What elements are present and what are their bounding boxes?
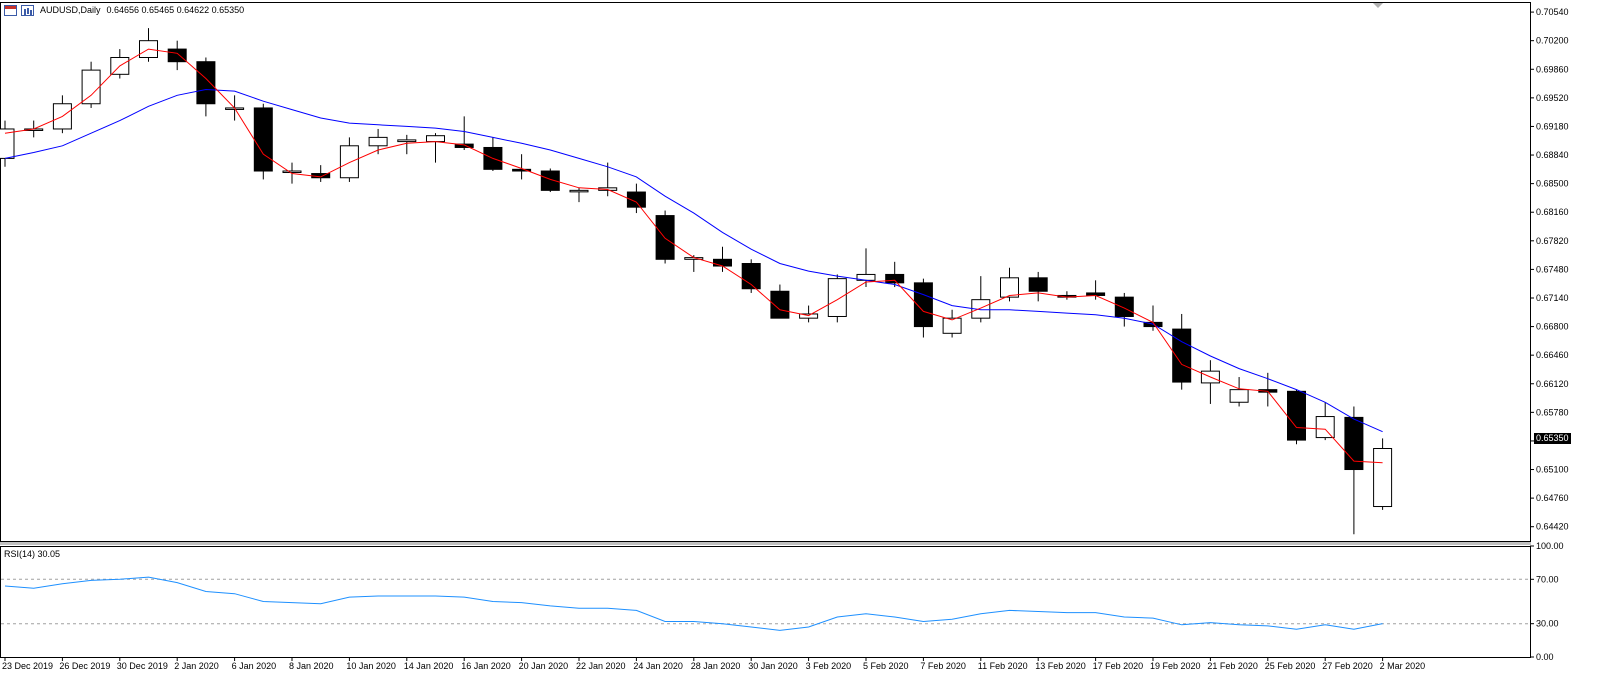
date-tick-label: 22 Jan 2020 [576, 661, 626, 671]
price-tick-label: 0.68160 [1536, 207, 1569, 217]
chart-shift-marker-icon[interactable] [1373, 3, 1383, 8]
rsi-tick-label: 30.00 [1536, 619, 1559, 629]
candle-bull [569, 189, 589, 193]
candle-bear [167, 48, 187, 63]
candle-bull [1373, 448, 1393, 508]
candle-bear [655, 215, 675, 260]
price-tick-label: 0.66800 [1536, 322, 1569, 332]
price-tick-label: 0.70540 [1536, 7, 1569, 17]
rsi-tick-label: 100.00 [1536, 541, 1564, 551]
rsi-panel-frame [0, 546, 1531, 658]
chart-header: AUDUSD,Daily 0.64656 0.65465 0.64622 0.6… [4, 3, 244, 17]
candle-bull [1315, 416, 1335, 439]
candle-bull [1000, 277, 1019, 298]
moving-average-fast [4, 48, 1383, 464]
date-tick-label: 25 Feb 2020 [1265, 661, 1316, 671]
price-tick-label: 0.68500 [1536, 179, 1569, 189]
date-tick-label: 2 Mar 2020 [1380, 661, 1426, 671]
candle-bear [253, 107, 273, 172]
candle-bear [1172, 328, 1192, 383]
rsi-tick-label: 70.00 [1536, 574, 1559, 584]
candle-bear [1287, 390, 1306, 441]
price-tick-label: 0.66460 [1536, 350, 1569, 360]
date-tick-label: 2 Jan 2020 [174, 661, 219, 671]
candle-bull [282, 170, 302, 174]
candle-bear [713, 258, 732, 267]
window-icon[interactable] [4, 4, 17, 16]
date-tick-label: 30 Dec 2019 [117, 661, 168, 671]
candle-bear [1114, 296, 1134, 317]
date-tick-label: 7 Feb 2020 [920, 661, 966, 671]
candle-bull [426, 135, 445, 143]
rsi-line [4, 576, 1383, 631]
date-tick-label: 14 Jan 2020 [404, 661, 454, 671]
candle-bear [741, 263, 761, 290]
date-tick-label: 5 Feb 2020 [863, 661, 909, 671]
date-tick-label: 24 Jan 2020 [633, 661, 683, 671]
price-tick-label: 0.67140 [1536, 293, 1569, 303]
candle-bull [1229, 389, 1249, 403]
candle-bull [339, 145, 359, 179]
price-tick-label: 0.65780 [1536, 407, 1569, 417]
price-tick-label: 0.69860 [1536, 64, 1569, 74]
date-tick-label: 11 Feb 2020 [978, 661, 1028, 671]
candle-bear [196, 61, 216, 105]
price-tick-label: 0.69180 [1536, 121, 1569, 131]
date-tick-label: 10 Jan 2020 [346, 661, 396, 671]
candle-bull [827, 278, 847, 317]
candle-bear [626, 191, 646, 208]
candle-bull [0, 128, 15, 159]
price-tick-label: 0.67480 [1536, 264, 1569, 274]
date-tick-label: 6 Jan 2020 [232, 661, 277, 671]
candle-bull [942, 317, 962, 334]
candle-bear [1028, 277, 1048, 292]
rsi-label: RSI(14) 30.05 [4, 549, 61, 559]
date-tick-label: 13 Feb 2020 [1035, 661, 1086, 671]
price-tick-label: 0.65100 [1536, 465, 1569, 475]
candle-bull [368, 136, 388, 147]
main-panel-frame [0, 2, 1531, 542]
date-tick-label: 20 Jan 2020 [519, 661, 569, 671]
date-tick-label: 19 Feb 2020 [1150, 661, 1201, 671]
candle-bear [454, 143, 474, 148]
candle-bear [512, 168, 532, 172]
date-tick-label: 30 Jan 2020 [748, 661, 798, 671]
price-tick-label: 0.64420 [1536, 522, 1569, 532]
candle-bear [885, 273, 905, 284]
date-tick-label: 23 Dec 2019 [2, 661, 53, 671]
candle-bear [770, 290, 790, 319]
panel-separator[interactable] [0, 542, 1531, 545]
symbol-title: AUDUSD,Daily [40, 5, 101, 15]
moving-average-slow [4, 88, 1383, 433]
candle-bull [81, 69, 101, 105]
date-tick-label: 8 Jan 2020 [289, 661, 334, 671]
date-tick-label: 26 Dec 2019 [59, 661, 110, 671]
price-tick-label: 0.66120 [1536, 379, 1569, 389]
price-tick-label: 0.69520 [1536, 93, 1569, 103]
candle-bear [913, 282, 933, 328]
date-tick-label: 27 Feb 2020 [1322, 661, 1373, 671]
price-tick-label: 0.64760 [1536, 493, 1569, 503]
date-tick-label: 3 Feb 2020 [806, 661, 852, 671]
date-tick-label: 16 Jan 2020 [461, 661, 511, 671]
chart-type-icon[interactable] [21, 4, 34, 16]
price-tick-label: 0.70200 [1536, 36, 1569, 46]
ohlc-values: 0.64656 0.65465 0.64622 0.65350 [106, 5, 245, 15]
candle-bear [540, 170, 560, 191]
candle-bull [397, 139, 417, 143]
rsi-tick-label: 0.00 [1536, 652, 1554, 662]
date-tick-label: 21 Feb 2020 [1207, 661, 1258, 671]
date-tick-label: 28 Jan 2020 [691, 661, 741, 671]
date-tick-label: 17 Feb 2020 [1093, 661, 1144, 671]
price-tick-label: 0.67820 [1536, 236, 1569, 246]
current-price-tag: 0.65350 [1534, 433, 1571, 444]
price-tick-label: 0.68840 [1536, 150, 1569, 160]
